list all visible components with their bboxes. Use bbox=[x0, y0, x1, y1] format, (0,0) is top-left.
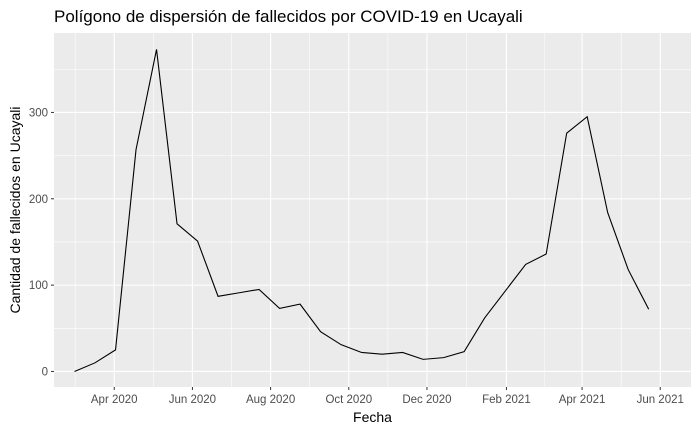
x-tick-label: Apr 2020 bbox=[91, 394, 138, 406]
x-tick-label: Dec 2020 bbox=[402, 394, 451, 406]
major-gridlines bbox=[54, 33, 691, 387]
x-tick-label: Jun 2020 bbox=[169, 394, 216, 406]
plot-panel bbox=[54, 33, 691, 387]
series-line bbox=[74, 49, 650, 372]
y-tick-label: 300 bbox=[29, 107, 48, 119]
x-axis-title: Fecha bbox=[353, 409, 392, 425]
y-axis-title: Cantidad de fallecidos en Ucayali bbox=[7, 106, 23, 313]
x-tick-label: Aug 2020 bbox=[246, 394, 295, 406]
x-tick-label: Feb 2021 bbox=[482, 394, 531, 406]
y-tick-label: 0 bbox=[42, 366, 48, 378]
y-tick-label: 100 bbox=[29, 280, 48, 292]
x-tick-label: Jun 2021 bbox=[637, 394, 684, 406]
chart-title: Polígono de dispersión de fallecidos por… bbox=[54, 7, 523, 26]
x-tick-label: Apr 2021 bbox=[559, 394, 606, 406]
minor-gridlines bbox=[54, 33, 691, 387]
y-tick-label: 200 bbox=[29, 194, 48, 206]
y-axis: 0 100 200 300 bbox=[29, 107, 54, 378]
x-axis: Apr 2020 Jun 2020 Aug 2020 Oct 2020 Dec 2020… bbox=[91, 387, 684, 406]
x-tick-label: Oct 2020 bbox=[325, 394, 372, 406]
